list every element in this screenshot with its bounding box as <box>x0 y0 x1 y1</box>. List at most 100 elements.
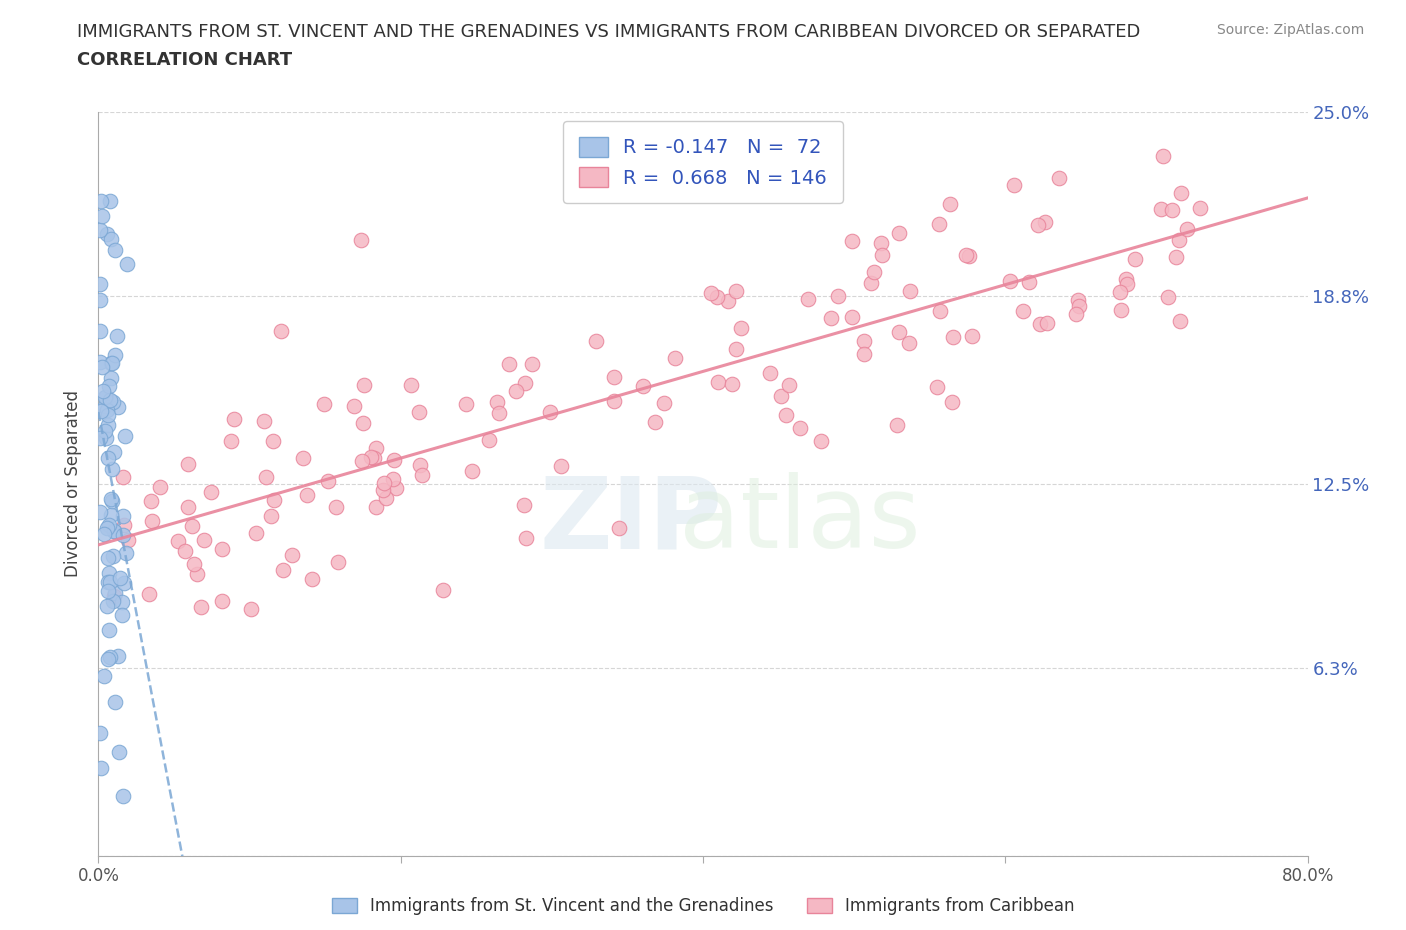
Point <box>174 543 197 558</box>
Point <box>177 500 200 515</box>
Point <box>97 450 120 465</box>
Point <box>960 328 983 343</box>
Point <box>929 303 952 318</box>
Point <box>1004 177 1026 192</box>
Point <box>89 505 111 520</box>
Point <box>101 394 124 409</box>
Point <box>316 473 339 488</box>
Point <box>957 248 980 263</box>
Legend: R = -0.147   N =  72, R =  0.668   N = 146: R = -0.147 N = 72, R = 0.668 N = 146 <box>564 121 842 204</box>
Point <box>97 575 120 590</box>
Point <box>724 342 747 357</box>
Point <box>1029 316 1052 331</box>
Point <box>1035 215 1057 230</box>
Point <box>139 494 162 509</box>
Point <box>101 356 124 371</box>
Point <box>100 231 122 246</box>
Point <box>942 329 965 344</box>
Point <box>112 789 135 804</box>
Point <box>486 394 509 409</box>
Point <box>797 292 820 307</box>
Point <box>364 441 387 456</box>
Point <box>190 600 212 615</box>
Point <box>1150 201 1173 216</box>
Text: Source: ZipAtlas.com: Source: ZipAtlas.com <box>1216 23 1364 37</box>
Point <box>94 390 117 405</box>
Point <box>245 525 267 540</box>
Point <box>200 485 222 499</box>
Point <box>886 418 908 432</box>
Point <box>717 294 740 309</box>
Point <box>810 433 832 448</box>
Point <box>778 378 800 392</box>
Point <box>117 532 139 547</box>
Point <box>411 467 433 482</box>
Point <box>280 547 302 562</box>
Point <box>364 499 387 514</box>
Point <box>1170 185 1192 200</box>
Point <box>96 227 118 242</box>
Point <box>270 324 292 339</box>
Point <box>108 571 131 586</box>
Point <box>1109 303 1132 318</box>
Point <box>89 431 111 445</box>
Point <box>271 563 294 578</box>
Point <box>841 233 863 248</box>
Point <box>350 232 373 247</box>
Point <box>889 226 911 241</box>
Point <box>631 379 654 393</box>
Point <box>872 247 894 262</box>
Point <box>90 193 112 208</box>
Point <box>91 384 114 399</box>
Point <box>89 725 111 740</box>
Point <box>90 360 112 375</box>
Point <box>1175 221 1198 236</box>
Point <box>97 584 120 599</box>
Point <box>652 395 675 410</box>
Point <box>707 375 730 390</box>
Point <box>827 289 849 304</box>
Point <box>488 405 510 420</box>
Point <box>110 594 132 609</box>
Point <box>454 397 477 412</box>
Point <box>775 407 797 422</box>
Point <box>93 398 115 413</box>
Point <box>898 284 921 299</box>
Legend: Immigrants from St. Vincent and the Grenadines, Immigrants from Caribbean: Immigrants from St. Vincent and the Gren… <box>325 890 1081 922</box>
Text: CORRELATION CHART: CORRELATION CHART <box>77 51 292 69</box>
Point <box>1109 285 1132 299</box>
Point <box>352 416 374 431</box>
Point <box>1157 289 1180 304</box>
Point <box>664 351 686 365</box>
Point <box>138 587 160 602</box>
Point <box>1168 232 1191 247</box>
Point <box>1018 274 1040 289</box>
Point <box>104 348 127 363</box>
Point <box>112 470 135 485</box>
Point <box>955 247 977 262</box>
Point <box>363 451 385 466</box>
Point <box>301 572 323 587</box>
Point <box>607 521 630 536</box>
Point <box>96 599 118 614</box>
Point <box>98 622 121 637</box>
Point <box>96 403 118 418</box>
Point <box>353 378 375 392</box>
Point <box>239 602 262 617</box>
Point <box>97 551 120 565</box>
Point <box>841 310 863 325</box>
Point <box>373 483 395 498</box>
Point <box>1047 170 1070 185</box>
Point <box>859 276 882 291</box>
Point <box>97 651 120 666</box>
Point <box>460 464 482 479</box>
Point <box>263 492 285 507</box>
Point <box>111 527 134 542</box>
Point <box>720 377 742 392</box>
Point <box>98 575 121 590</box>
Point <box>100 356 122 371</box>
Point <box>1066 293 1088 308</box>
Text: IMMIGRANTS FROM ST. VINCENT AND THE GRENADINES VS IMMIGRANTS FROM CARIBBEAN DIVO: IMMIGRANTS FROM ST. VINCENT AND THE GREN… <box>77 23 1140 41</box>
Point <box>97 407 120 422</box>
Point <box>97 565 120 580</box>
